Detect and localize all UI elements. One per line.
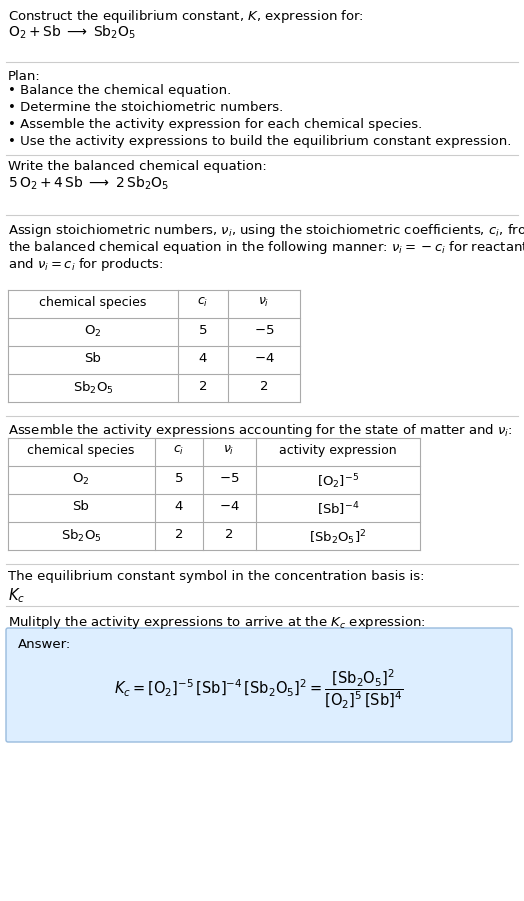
Text: Answer:: Answer: (18, 638, 71, 651)
Text: $-5$: $-5$ (219, 472, 239, 485)
Text: 2: 2 (225, 528, 233, 541)
Text: 2: 2 (199, 380, 208, 393)
Text: $\mathrm{5\,O_2 + 4\,Sb \;\longrightarrow\; 2\,Sb_2O_5}$: $\mathrm{5\,O_2 + 4\,Sb \;\longrightarro… (8, 175, 169, 193)
Text: $\mathrm{Sb_2O_5}$: $\mathrm{Sb_2O_5}$ (73, 380, 113, 396)
Text: The equilibrium constant symbol in the concentration basis is:: The equilibrium constant symbol in the c… (8, 570, 424, 583)
Text: $[\mathrm{O_2}]^{-5}$: $[\mathrm{O_2}]^{-5}$ (317, 472, 359, 491)
Text: Mulitply the activity expressions to arrive at the $K_c$ expression:: Mulitply the activity expressions to arr… (8, 614, 426, 631)
Text: the balanced chemical equation in the following manner: $\nu_i = -c_i$ for react: the balanced chemical equation in the fo… (8, 239, 524, 256)
Text: 4: 4 (199, 352, 207, 365)
Text: $\mathrm{Sb_2O_5}$: $\mathrm{Sb_2O_5}$ (61, 528, 101, 544)
Text: • Determine the stoichiometric numbers.: • Determine the stoichiometric numbers. (8, 101, 283, 114)
Text: $\nu_i$: $\nu_i$ (223, 444, 235, 457)
Text: $[\mathrm{Sb}]^{-4}$: $[\mathrm{Sb}]^{-4}$ (317, 500, 359, 517)
Text: Construct the equilibrium constant, $K$, expression for:: Construct the equilibrium constant, $K$,… (8, 8, 364, 25)
Text: $-4$: $-4$ (254, 352, 275, 365)
Text: Sb: Sb (72, 500, 90, 513)
Text: • Use the activity expressions to build the equilibrium constant expression.: • Use the activity expressions to build … (8, 135, 511, 148)
Text: • Balance the chemical equation.: • Balance the chemical equation. (8, 84, 231, 97)
Text: $\mathrm{O_2}$: $\mathrm{O_2}$ (84, 324, 102, 339)
Text: • Assemble the activity expression for each chemical species.: • Assemble the activity expression for e… (8, 118, 422, 131)
Text: $\nu_i$: $\nu_i$ (258, 296, 270, 309)
Text: $\mathrm{O_2}$: $\mathrm{O_2}$ (72, 472, 90, 487)
Text: activity expression: activity expression (279, 444, 397, 457)
Text: 4: 4 (175, 500, 183, 513)
Text: 5: 5 (199, 324, 208, 337)
Text: $K_c = [\mathrm{O_2}]^{-5}\,[\mathrm{Sb}]^{-4}\,[\mathrm{Sb_2O_5}]^{2} = \dfrac{: $K_c = [\mathrm{O_2}]^{-5}\,[\mathrm{Sb}… (114, 668, 403, 712)
Text: Write the balanced chemical equation:: Write the balanced chemical equation: (8, 160, 267, 173)
Text: $-5$: $-5$ (254, 324, 274, 337)
Text: 5: 5 (174, 472, 183, 485)
Text: $c_i$: $c_i$ (173, 444, 184, 457)
Text: Plan:: Plan: (8, 70, 41, 83)
Text: chemical species: chemical species (39, 296, 147, 309)
Text: and $\nu_i = c_i$ for products:: and $\nu_i = c_i$ for products: (8, 256, 163, 273)
Text: Assemble the activity expressions accounting for the state of matter and $\nu_i$: Assemble the activity expressions accoun… (8, 422, 512, 439)
Text: $-4$: $-4$ (219, 500, 239, 513)
Text: chemical species: chemical species (27, 444, 135, 457)
Text: 2: 2 (174, 528, 183, 541)
Text: $c_i$: $c_i$ (198, 296, 209, 309)
Text: $[\mathrm{Sb_2O_5}]^{2}$: $[\mathrm{Sb_2O_5}]^{2}$ (309, 528, 367, 547)
Text: 2: 2 (260, 380, 268, 393)
FancyBboxPatch shape (6, 628, 512, 742)
Text: $\mathrm{O_2 + Sb \;\longrightarrow\; Sb_2O_5}$: $\mathrm{O_2 + Sb \;\longrightarrow\; Sb… (8, 24, 136, 41)
Text: $K_c$: $K_c$ (8, 586, 25, 605)
Text: Sb: Sb (84, 352, 102, 365)
Text: Assign stoichiometric numbers, $\nu_i$, using the stoichiometric coefficients, $: Assign stoichiometric numbers, $\nu_i$, … (8, 222, 524, 239)
